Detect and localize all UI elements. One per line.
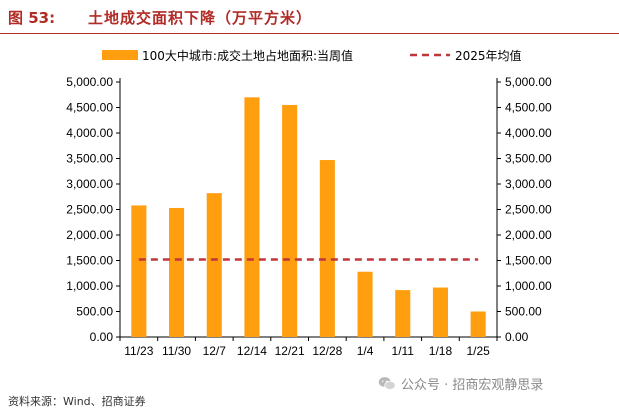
y-tick-label-right: 1,500.00	[505, 254, 552, 268]
bar-12-21	[282, 104, 298, 337]
y-tick-label-left: 4,000.00	[66, 126, 113, 140]
bar-1-4	[357, 271, 373, 337]
y-tick-label-left: 3,000.00	[66, 177, 113, 191]
y-tick-label-right: 3,000.00	[505, 177, 552, 191]
bar-11-30	[169, 207, 185, 337]
y-tick-label-right: 1,000.00	[505, 279, 552, 293]
x-tick-label: 12/28	[312, 344, 342, 358]
watermark: 公众号 · 招商宏观静思录	[378, 374, 543, 393]
y-tick-label-left: 0.00	[90, 330, 114, 344]
y-tick-label-right: 2,000.00	[505, 228, 552, 242]
y-tick-label-right: 0.00	[505, 330, 529, 344]
source-note: 资料来源：Wind、招商证券	[8, 395, 146, 408]
bar-1-25	[470, 311, 486, 337]
y-tick-label-right: 3,500.00	[505, 152, 552, 166]
y-tick-label-right: 500.00	[505, 305, 542, 319]
y-tick-label-left: 5,000.00	[66, 75, 113, 89]
x-tick-label: 12/21	[275, 344, 305, 358]
x-tick-label: 1/11	[392, 344, 415, 358]
y-tick-label-right: 2,500.00	[505, 203, 552, 217]
bar-12-14	[244, 97, 260, 337]
y-tick-label-right: 5,000.00	[505, 75, 552, 89]
x-ticks: 11/23 11/30 12/7 12/14 12/21 12/28 1/4 1/11 1/18…	[119, 337, 498, 358]
legend-label-bars: 100大中城市:成交土地占地面积:当周值	[142, 48, 353, 63]
y-tick-label-right: 4,000.00	[505, 126, 552, 140]
figure-label: 图 53:	[8, 9, 56, 27]
x-tick-label: 1/18	[429, 344, 453, 358]
x-tick-label: 12/7	[203, 344, 227, 358]
bar-12-28	[319, 160, 335, 337]
x-tick-label: 11/30	[162, 344, 191, 358]
bar-chart: 100大中城市:成交土地占地面积:当周值 2025年均值 0.00 500.00 1…	[66, 48, 552, 358]
bar-series	[131, 97, 486, 337]
y-ticks-left: 0.00 500.00 1,000.00 1,500.00 2,000.00 2,500.…	[66, 75, 120, 344]
y-tick-label-left: 1,500.00	[66, 254, 113, 268]
bar-1-11	[395, 290, 411, 337]
y-tick-label-right: 4,500.00	[505, 101, 552, 115]
y-tick-label-left: 2,500.00	[66, 203, 113, 217]
bar-12-7	[206, 193, 222, 337]
watermark-text: 公众号 · 招商宏观静思录	[401, 378, 544, 393]
y-tick-label-left: 500.00	[76, 305, 113, 319]
title-bar: 图 53: 土地成交面积下降（万平方米）	[0, 0, 619, 34]
chart-title: 土地成交面积下降（万平方米）	[88, 9, 313, 27]
y-tick-label-left: 4,500.00	[66, 101, 113, 115]
y-tick-label-left: 3,500.00	[66, 152, 113, 166]
legend-swatch-bars	[102, 50, 138, 60]
x-tick-label: 1/25	[466, 344, 490, 358]
legend: 100大中城市:成交土地占地面积:当周值 2025年均值	[102, 48, 522, 63]
bar-11-23	[131, 205, 147, 337]
y-tick-label-left: 2,000.00	[66, 228, 113, 242]
y-tick-label-left: 1,000.00	[66, 279, 113, 293]
legend-label-average: 2025年均值	[455, 48, 522, 63]
x-tick-label: 12/14	[237, 344, 267, 358]
x-tick-label: 1/4	[357, 344, 374, 358]
bar-1-18	[432, 287, 448, 337]
y-ticks-right: 0.00 500.00 1,000.00 1,500.00 2,000.00 2,500.…	[497, 75, 552, 344]
wechat-icon	[378, 377, 396, 390]
x-tick-label: 11/23	[124, 344, 153, 358]
